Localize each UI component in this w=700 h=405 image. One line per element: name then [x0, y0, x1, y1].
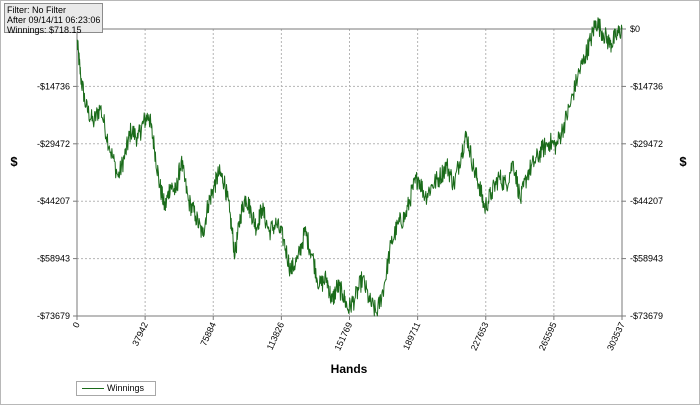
- y-tick-label-right: $0: [630, 24, 640, 34]
- after-date-text: After 09/14/11 06:23:06: [7, 15, 100, 25]
- y-axis-title-left: $: [10, 154, 18, 169]
- winnings-text: Winnings: $718.15: [7, 25, 82, 35]
- x-tick-label: 0: [71, 321, 82, 330]
- y-tick-label-right: -$58943: [630, 254, 663, 264]
- series-line-winnings: [76, 17, 623, 317]
- legend-label-winnings: Winnings: [107, 383, 145, 393]
- y-tick-label-left: -$73679: [37, 311, 70, 321]
- axes: [73, 28, 626, 320]
- legend: Winnings: [76, 381, 156, 396]
- y-tick-label-left: -$29472: [37, 139, 70, 149]
- x-tick-label: 189711: [401, 321, 422, 352]
- x-tick-label: 303537: [605, 321, 627, 352]
- filter-info-box: Filter: No Filter After 09/14/11 06:23:0…: [4, 3, 103, 35]
- x-tick-label: 75884: [198, 321, 218, 348]
- filter-text: Filter: No Filter: [7, 5, 67, 15]
- x-tick-label: 113826: [265, 321, 286, 352]
- y-axis-title-right: $: [679, 154, 687, 169]
- x-tick-label: 265595: [537, 321, 559, 352]
- y-tick-label-right: -$29472: [630, 139, 663, 149]
- x-tick-label: 151769: [333, 321, 355, 352]
- plot-border: [76, 28, 623, 317]
- x-axis-title: Hands: [331, 362, 368, 376]
- y-tick-label-left: -$58943: [37, 254, 70, 264]
- y-tick-label-right: -$44207: [630, 196, 663, 206]
- legend-swatch-winnings: [82, 388, 104, 389]
- y-tick-label-left: -$44207: [37, 196, 70, 206]
- series-layer: [76, 17, 623, 317]
- x-tick-label: 37942: [130, 321, 150, 348]
- y-tick-label-right: -$14736: [630, 81, 663, 91]
- x-tick-label: 227653: [469, 321, 491, 352]
- y-tick-label-left: -$14736: [37, 81, 70, 91]
- y-tick-label-right: -$73679: [630, 311, 663, 321]
